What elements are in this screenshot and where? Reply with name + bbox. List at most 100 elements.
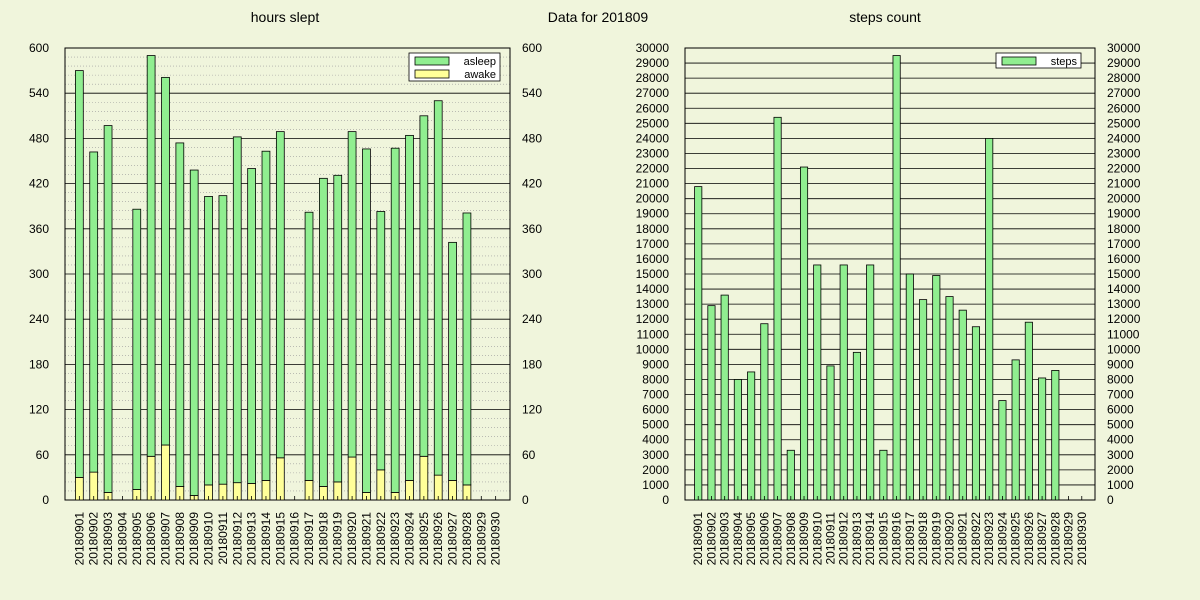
- x-tick-label: 20180911: [823, 512, 837, 565]
- y-tick-label-right: 24000: [1107, 131, 1141, 145]
- bar-awake: [146, 455, 156, 501]
- bar-steps: [866, 264, 875, 501]
- y-tick-label-right: 180: [522, 357, 542, 371]
- bar-steps: [932, 275, 941, 501]
- bar-steps: [985, 137, 994, 501]
- x-tick-label: 20180929: [1062, 512, 1076, 566]
- y-tick-label-left: 14000: [636, 282, 670, 296]
- y-tick-label-right: 15000: [1107, 267, 1141, 281]
- bar-awake: [275, 457, 285, 501]
- y-tick-label-right: 27000: [1107, 86, 1141, 100]
- x-tick-label: 20180924: [403, 512, 417, 566]
- x-tick-label: 20180903: [101, 512, 115, 566]
- x-tick-label: 20180914: [259, 512, 273, 566]
- y-tick-label-right: 240: [522, 312, 542, 326]
- bar-asleep: [75, 70, 84, 478]
- y-tick-label-left: 360: [29, 222, 49, 236]
- bar-asleep: [275, 131, 285, 459]
- bar-awake: [161, 444, 170, 501]
- x-tick-label: 20180908: [173, 512, 187, 566]
- y-tick-label-right: 7000: [1107, 388, 1134, 402]
- y-tick-label-left: 4000: [642, 433, 669, 447]
- x-tick-label: 20180906: [144, 512, 158, 566]
- y-tick-label-left: 5000: [642, 418, 669, 432]
- x-tick-label: 20180920: [345, 512, 359, 566]
- x-tick-label: 20180925: [1009, 512, 1023, 566]
- y-tick-label-right: 5000: [1107, 418, 1134, 432]
- y-tick-label-left: 480: [29, 131, 49, 145]
- bar-asleep: [304, 211, 314, 481]
- bar-steps: [813, 264, 822, 501]
- bar-steps: [892, 55, 901, 501]
- x-tick-label: 20180913: [850, 512, 864, 566]
- y-tick-label-left: 10000: [636, 342, 670, 356]
- y-tick-label-right: 540: [522, 86, 542, 100]
- x-tick-label: 20180922: [969, 512, 983, 566]
- y-tick-label-left: 60: [36, 448, 50, 462]
- y-tick-label-right: 29000: [1107, 56, 1141, 70]
- x-tick-label: 20180909: [797, 512, 811, 566]
- x-tick-label: 20180930: [1075, 512, 1089, 566]
- bar-asleep: [189, 169, 199, 496]
- y-tick-label-left: 13000: [636, 297, 670, 311]
- y-tick-label-left: 15000: [636, 267, 670, 281]
- y-tick-label-right: 20000: [1107, 192, 1141, 206]
- y-tick-label-left: 18000: [636, 222, 670, 236]
- x-tick-label: 20180902: [704, 512, 718, 566]
- x-tick-label: 20180913: [245, 512, 259, 566]
- y-tick-label-right: 17000: [1107, 237, 1141, 251]
- bar-steps: [839, 264, 848, 501]
- page-title: Data for 201809: [548, 9, 649, 25]
- bar-asleep: [89, 151, 99, 473]
- y-tick-label-right: 420: [522, 177, 542, 191]
- x-tick-label: 20180927: [446, 512, 460, 566]
- y-tick-label-left: 1000: [642, 478, 669, 492]
- x-tick-label: 20180911: [216, 512, 230, 565]
- x-tick-label: 20180903: [718, 512, 732, 566]
- x-tick-label: 20180916: [890, 512, 904, 566]
- y-tick-label-left: 3000: [642, 448, 669, 462]
- y-tick-label-right: 18000: [1107, 222, 1141, 236]
- bar-asleep: [362, 148, 371, 493]
- y-tick-label-left: 6000: [642, 403, 669, 417]
- x-tick-label: 20180930: [489, 512, 503, 566]
- y-tick-label-right: 25000: [1107, 116, 1141, 130]
- x-tick-label: 20180910: [202, 512, 216, 566]
- y-tick-label-right: 22000: [1107, 162, 1141, 176]
- x-tick-label: 20180910: [810, 512, 824, 566]
- y-tick-label-right: 120: [522, 403, 542, 417]
- y-tick-label-left: 19000: [636, 207, 670, 221]
- y-tick-label-left: 420: [29, 177, 49, 191]
- x-tick-label: 20180917: [302, 512, 316, 566]
- x-tick-label: 20180907: [158, 512, 172, 566]
- legend-swatch-steps: [1001, 56, 1037, 66]
- y-tick-label-left: 23000: [636, 146, 670, 160]
- y-tick-label-right: 30000: [1107, 41, 1141, 55]
- x-tick-label: 20180929: [474, 512, 488, 566]
- x-tick-label: 20180912: [837, 512, 851, 566]
- bar-steps: [879, 449, 888, 501]
- y-tick-label-left: 180: [29, 357, 49, 371]
- bar-awake: [347, 456, 357, 501]
- y-tick-label-right: 21000: [1107, 177, 1141, 191]
- y-tick-label-left: 29000: [636, 56, 670, 70]
- y-tick-label-left: 120: [29, 403, 49, 417]
- x-tick-label: 20180918: [916, 512, 930, 566]
- x-tick-label: 20180918: [316, 512, 330, 566]
- bar-steps: [1051, 370, 1060, 501]
- y-tick-label-right: 60: [522, 448, 536, 462]
- y-tick-label-right: 28000: [1107, 71, 1141, 85]
- bar-asleep: [247, 168, 256, 484]
- y-tick-label-left: 24000: [636, 131, 670, 145]
- x-tick-label: 20180905: [130, 512, 144, 566]
- y-tick-label-right: 0: [1107, 493, 1114, 507]
- legend-swatch-awake: [414, 69, 450, 79]
- x-tick-label: 20180919: [929, 512, 943, 566]
- bar-steps: [958, 309, 967, 501]
- y-tick-label-right: 19000: [1107, 207, 1141, 221]
- x-tick-label: 20180912: [230, 512, 244, 566]
- bar-steps: [1011, 359, 1020, 501]
- y-tick-label-right: 6000: [1107, 403, 1134, 417]
- y-tick-label-left: 27000: [636, 86, 670, 100]
- y-tick-label-right: 10000: [1107, 342, 1141, 356]
